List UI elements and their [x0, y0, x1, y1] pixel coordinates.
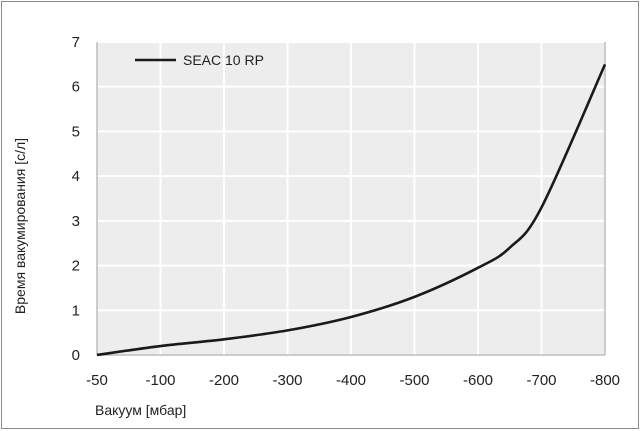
legend-label: SEAC 10 RP [183, 52, 264, 68]
x-axis-title: Вакуум [мбар] [95, 402, 186, 418]
y-tick-labels: 0 1 2 3 4 5 6 7 [72, 34, 80, 364]
x-tick-label: -600 [463, 372, 493, 389]
y-tick-label: 3 [72, 213, 80, 230]
x-tick-label: -300 [272, 372, 302, 389]
x-tick-label: -100 [145, 372, 175, 389]
x-tick-label: -400 [336, 372, 366, 389]
y-axis-title: Время вакумирования [с/л] [12, 138, 28, 314]
axes [96, 42, 606, 356]
x-tick-label: -800 [590, 372, 620, 389]
x-tick-labels: -50 -100 -200 -300 -400 -500 -600 -700 -800 [86, 372, 620, 389]
y-tick-label: 5 [72, 123, 80, 140]
y-tick-label: 7 [72, 34, 80, 51]
y-tick-label: 6 [72, 79, 80, 96]
y-tick-label: 1 [72, 302, 80, 319]
y-tick-label: 4 [72, 168, 80, 185]
y-tick-label: 2 [72, 258, 80, 275]
x-tick-label: -500 [399, 372, 429, 389]
legend: SEAC 10 RP [135, 52, 264, 68]
x-tick-label: -200 [209, 372, 239, 389]
series-layer [96, 63, 607, 357]
x-tick-label: -50 [86, 372, 108, 389]
grid-lines [97, 41, 605, 355]
y-tick-label: 0 [72, 347, 80, 364]
x-tick-label: -700 [526, 372, 556, 389]
series-line [96, 63, 607, 357]
